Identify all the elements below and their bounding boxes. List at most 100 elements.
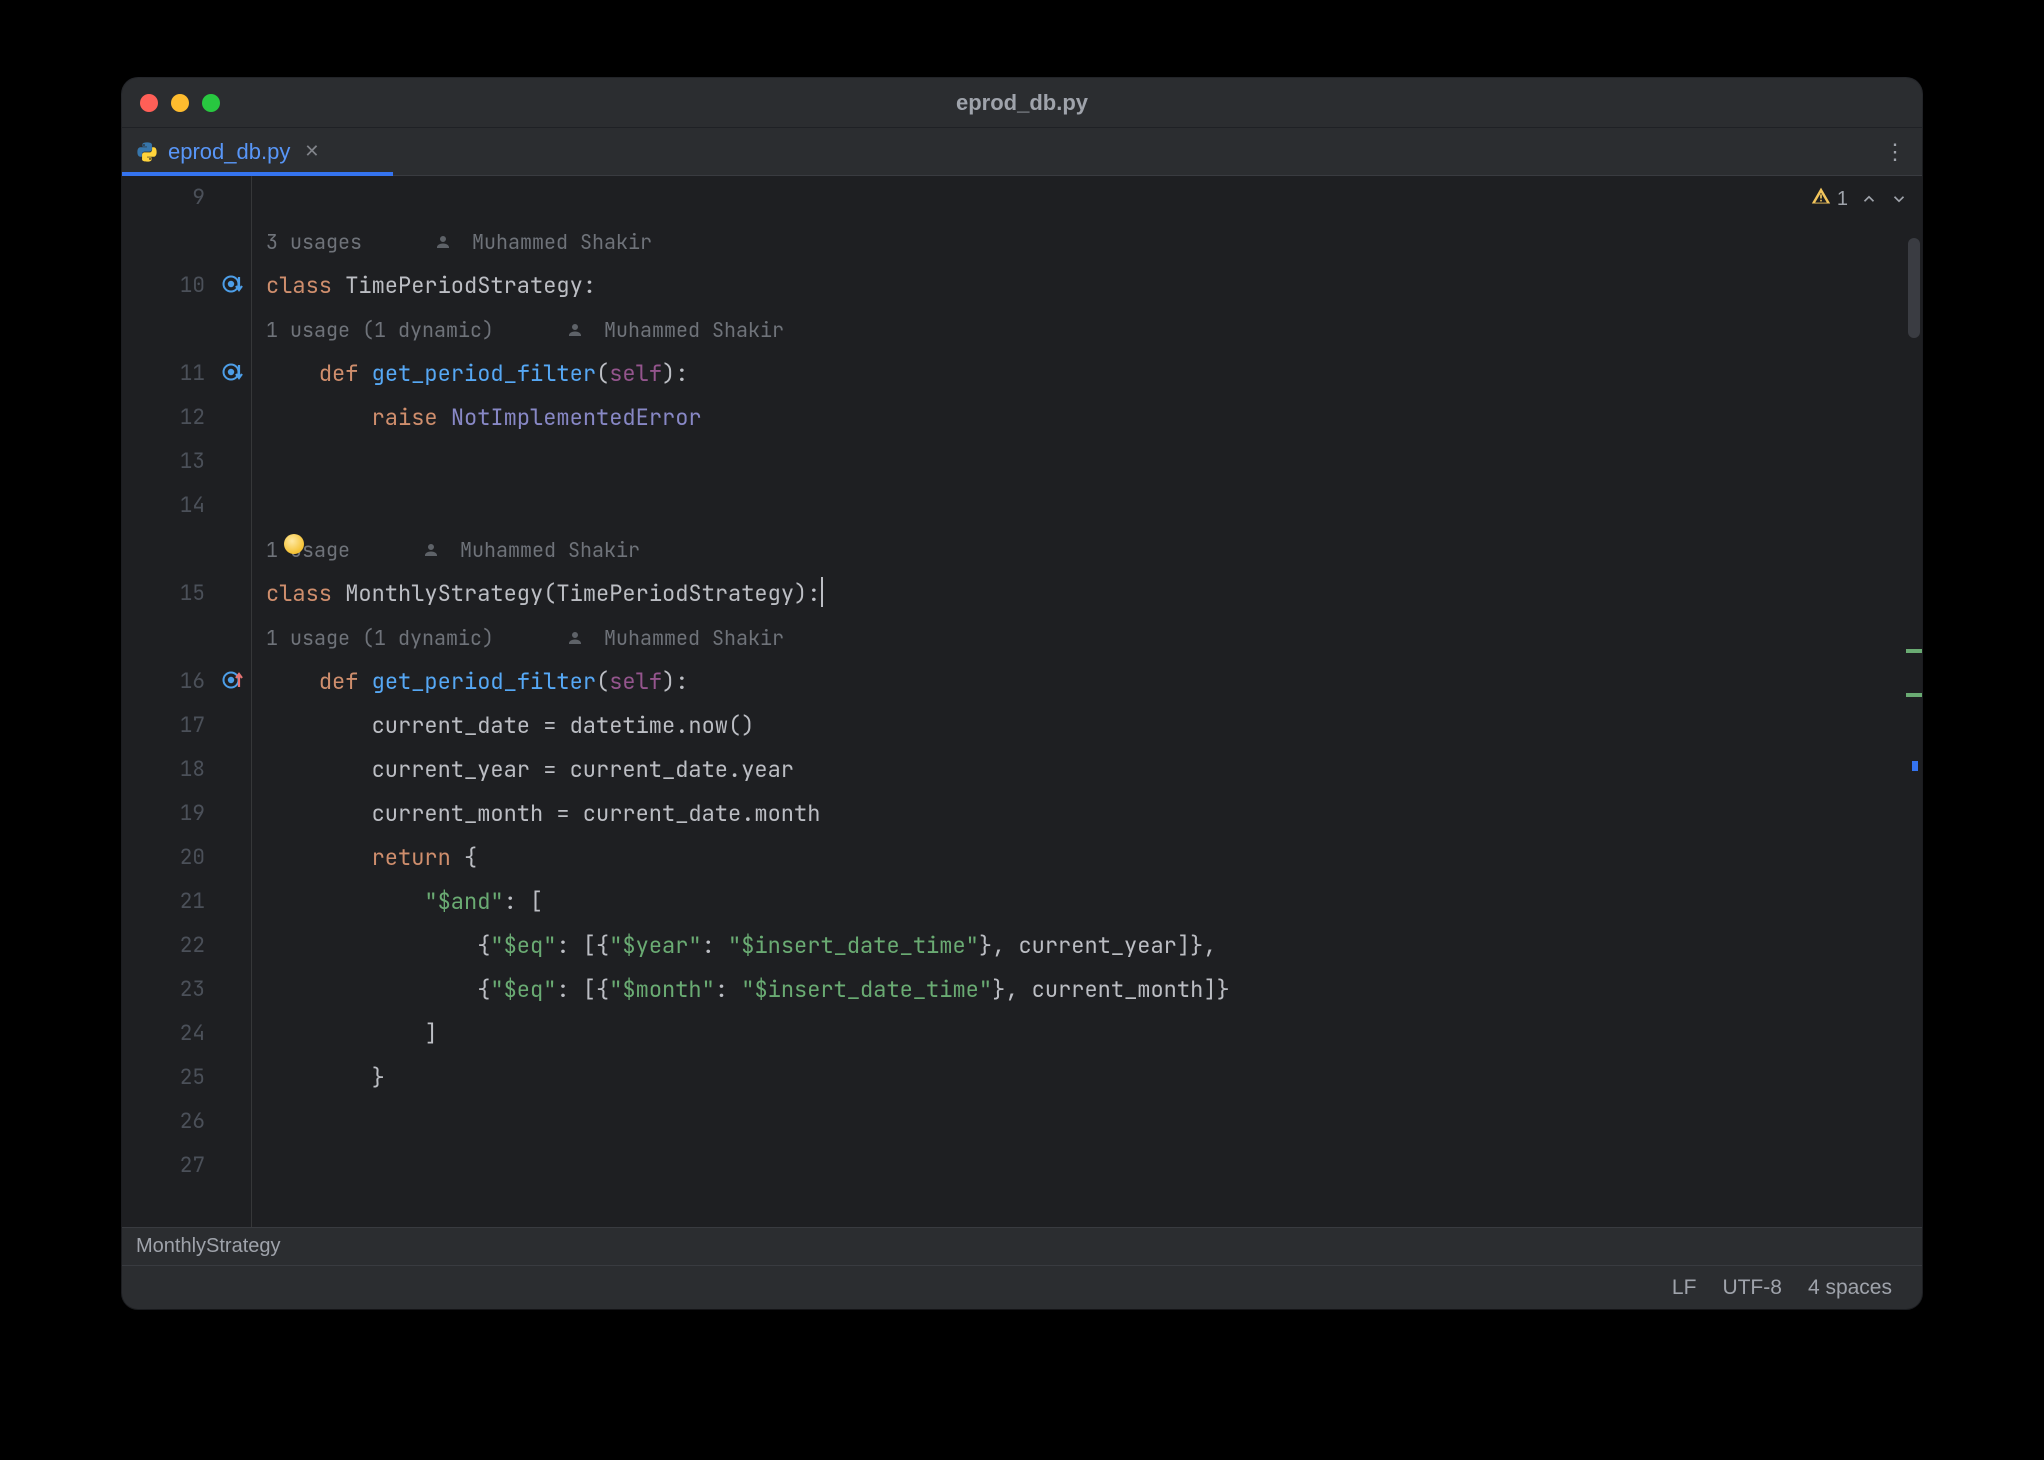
code-token: ] <box>266 1019 438 1048</box>
code-line[interactable]: ] <box>266 1012 1922 1056</box>
code-line[interactable]: } <box>266 1056 1922 1100</box>
line-number[interactable]: 21 <box>180 880 205 924</box>
code-token: TimePeriodStrategy <box>556 579 794 608</box>
code-line[interactable]: current_year = current_date.year <box>266 748 1922 792</box>
code-line[interactable]: class TimePeriodStrategy: <box>266 264 1922 308</box>
window-titlebar[interactable]: eprod_db.py <box>122 78 1922 128</box>
line-number[interactable]: 25 <box>180 1056 205 1100</box>
line-number[interactable]: 11 <box>180 352 205 396</box>
inspection-warning-count: 1 <box>1837 188 1848 211</box>
line-number[interactable]: 27 <box>180 1144 205 1188</box>
inlay-hint[interactable]: 1 usage (1 dynamic) Muhammed Shakir <box>266 308 784 352</box>
code-line[interactable]: {"$eq": [{"$year": "$insert_date_time"},… <box>266 924 1922 968</box>
inlay-usages[interactable]: 1 usage (1 dynamic) <box>266 616 494 660</box>
line-number[interactable]: 10 <box>180 264 205 308</box>
line-number[interactable]: 22 <box>180 924 205 968</box>
inlay-hint-row[interactable]: 1 usage Muhammed Shakir <box>266 528 1922 572</box>
editor-tab-filename: eprod_db.py <box>168 139 290 165</box>
code-line[interactable] <box>266 440 1922 484</box>
code-line[interactable] <box>266 1100 1922 1144</box>
code-line[interactable] <box>266 484 1922 528</box>
window-zoom-button[interactable] <box>202 94 220 112</box>
inlay-usages[interactable]: 1 usage (1 dynamic) <box>266 308 494 352</box>
code-token: ( <box>596 667 609 696</box>
inlay-author[interactable]: Muhammed Shakir <box>460 528 640 572</box>
inlay-author[interactable]: Muhammed Shakir <box>472 220 652 264</box>
line-number[interactable]: 16 <box>180 660 205 704</box>
line-number[interactable]: 20 <box>180 836 205 880</box>
line-number[interactable]: 13 <box>180 440 205 484</box>
line-number[interactable]: 15 <box>180 572 205 616</box>
inlay-hint[interactable]: 3 usages Muhammed Shakir <box>266 220 652 264</box>
intention-bulb-icon[interactable] <box>284 534 304 554</box>
line-number[interactable]: 17 <box>180 704 205 748</box>
inlay-usages[interactable]: 3 usages <box>266 220 362 264</box>
code-token: MonthlyStrategy <box>345 579 543 608</box>
inspection-widget[interactable]: 1 <box>1811 186 1908 212</box>
code-line[interactable] <box>266 176 1922 220</box>
code-editor[interactable]: 1 9 10 11 121314 15 16 17181920212223242526… <box>122 176 1922 1227</box>
inspection-next-icon[interactable] <box>1890 190 1908 208</box>
window-title: eprod_db.py <box>122 90 1922 116</box>
inlay-hint-row[interactable]: 1 usage (1 dynamic) Muhammed Shakir <box>266 308 1922 352</box>
line-number[interactable]: 26 <box>180 1100 205 1144</box>
author-icon <box>566 616 584 660</box>
line-number[interactable]: 18 <box>180 748 205 792</box>
editor-gutter[interactable]: 9 10 11 121314 15 16 1718192021222324252627 <box>122 176 252 1227</box>
code-token: "$month" <box>609 975 715 1004</box>
overridden-down-icon[interactable] <box>221 272 245 301</box>
stripe-mark-caret[interactable] <box>1912 761 1918 771</box>
code-line[interactable]: def get_period_filter(self): <box>266 352 1922 396</box>
stripe-mark-green[interactable] <box>1906 649 1922 653</box>
code-token: ( <box>596 359 609 388</box>
line-number[interactable]: 23 <box>180 968 205 1012</box>
code-line[interactable]: raise NotImplementedError <box>266 396 1922 440</box>
line-number[interactable]: 14 <box>180 484 205 528</box>
code-token: raise <box>372 403 451 432</box>
code-line[interactable]: {"$eq": [{"$month": "$insert_date_time"}… <box>266 968 1922 1012</box>
line-number[interactable]: 9 <box>192 176 205 220</box>
editor-marker-stripe[interactable] <box>1904 176 1922 1227</box>
inspection-prev-icon[interactable] <box>1860 190 1878 208</box>
code-token <box>266 887 424 916</box>
inlay-hint[interactable]: 1 usage (1 dynamic) Muhammed Shakir <box>266 616 784 660</box>
inlay-usages[interactable]: 1 usage <box>266 528 350 572</box>
overrides-up-icon[interactable] <box>221 668 245 697</box>
code-line[interactable]: return { <box>266 836 1922 880</box>
inlay-hint-row[interactable]: 3 usages Muhammed Shakir <box>266 220 1922 264</box>
editor-tab-close-icon[interactable]: ✕ <box>304 141 319 162</box>
window-minimize-button[interactable] <box>171 94 189 112</box>
editor-tab-eprod-db[interactable]: eprod_db.py ✕ <box>122 128 333 175</box>
editor-tab-more-icon[interactable]: ⋮ <box>1868 128 1922 175</box>
code-token: ( <box>543 579 556 608</box>
code-line[interactable]: current_date = datetime.now() <box>266 704 1922 748</box>
code-line[interactable]: "$and": [ <box>266 880 1922 924</box>
code-line[interactable] <box>266 1144 1922 1188</box>
overridden-down-icon[interactable] <box>221 360 245 389</box>
editor-breadcrumb[interactable]: MonthlyStrategy <box>122 1227 1922 1265</box>
line-number[interactable]: 19 <box>180 792 205 836</box>
code-token: }, current_year]}, <box>979 931 1217 960</box>
inlay-author[interactable]: Muhammed Shakir <box>604 616 784 660</box>
line-number[interactable]: 12 <box>180 396 205 440</box>
stripe-mark-green[interactable] <box>1906 693 1922 697</box>
statusbar-line-separator[interactable]: LF <box>1672 1276 1697 1300</box>
window-close-button[interactable] <box>140 94 158 112</box>
inlay-hint-row[interactable]: 1 usage (1 dynamic) Muhammed Shakir <box>266 616 1922 660</box>
editor-code-area[interactable]: 3 usages Muhammed Shakirclass TimePeriod… <box>252 176 1922 1227</box>
code-token: current_date = datetime.now() <box>266 711 754 740</box>
inlay-hint[interactable]: 1 usage Muhammed Shakir <box>266 528 640 572</box>
code-line[interactable]: def get_period_filter(self): <box>266 660 1922 704</box>
code-token: def <box>319 359 372 388</box>
code-token: "$eq" <box>490 975 556 1004</box>
statusbar-indent[interactable]: 4 spaces <box>1808 1276 1892 1300</box>
code-token <box>266 843 372 872</box>
code-token: NotImplementedError <box>451 403 702 432</box>
code-token <box>266 403 372 432</box>
breadcrumb-class[interactable]: MonthlyStrategy <box>136 1235 281 1258</box>
code-line[interactable]: current_month = current_date.month <box>266 792 1922 836</box>
code-line[interactable]: class MonthlyStrategy(TimePeriodStrategy… <box>266 572 1922 616</box>
statusbar-encoding[interactable]: UTF-8 <box>1722 1276 1782 1300</box>
line-number[interactable]: 24 <box>180 1012 205 1056</box>
inlay-author[interactable]: Muhammed Shakir <box>604 308 784 352</box>
